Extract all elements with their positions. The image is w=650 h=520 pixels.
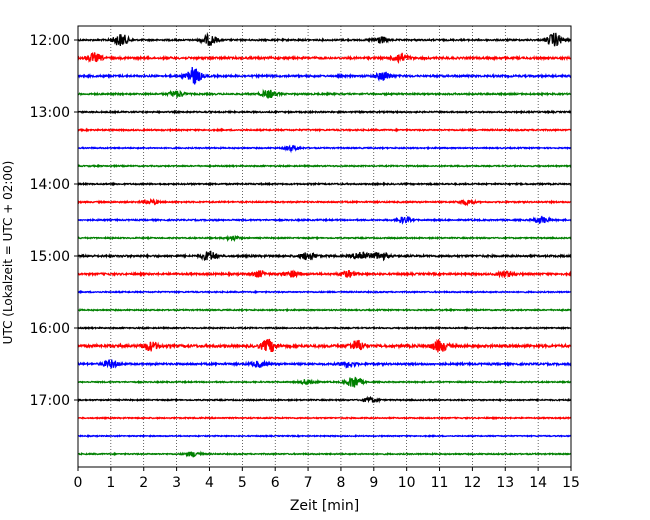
- trace-row-10: [77, 215, 572, 225]
- x-axis-title: Zeit [min]: [290, 498, 359, 514]
- x-tick-label: 3: [172, 475, 181, 491]
- x-tick-label: 8: [336, 475, 345, 491]
- trace-row-2: [77, 66, 572, 85]
- x-tick-label: 6: [271, 475, 280, 491]
- trace-row-13: [77, 269, 572, 279]
- x-axis-ticks: 0 1 2 3 4 5 6 7 8 9 10 11 12 13 14 15: [74, 467, 580, 491]
- trace-row-14: [77, 289, 572, 295]
- trace-row-22: [77, 434, 572, 438]
- x-tick-label: 0: [74, 475, 83, 491]
- y-tick-label: 12:00: [30, 33, 70, 49]
- trace-row-23: [77, 450, 572, 458]
- trace-row-17: [77, 338, 572, 353]
- x-tick-label: 5: [238, 475, 247, 491]
- y-tick-label: 13:00: [30, 105, 70, 121]
- x-tick-label: 15: [562, 475, 580, 491]
- plot-frame: [77, 25, 572, 468]
- x-tick-label: 4: [205, 475, 214, 491]
- y-tick-label: 15:00: [30, 249, 70, 265]
- seismogram-traces: [77, 31, 572, 458]
- trace-row-15: [77, 307, 572, 313]
- trace-row-6: [77, 144, 572, 154]
- x-tick-label: 2: [139, 475, 148, 491]
- y-tick-label: 17:00: [30, 393, 70, 409]
- y-tick-label: 14:00: [30, 177, 70, 193]
- trace-row-9: [77, 197, 572, 207]
- x-tick-label: 14: [529, 475, 547, 491]
- x-tick-label: 9: [369, 475, 378, 491]
- trace-row-3: [77, 88, 572, 99]
- trace-row-11: [77, 234, 572, 243]
- trace-row-20: [77, 395, 572, 404]
- x-tick-label: 11: [431, 475, 449, 491]
- x-tick-label: 10: [398, 475, 416, 491]
- y-tick-label: 16:00: [30, 321, 70, 337]
- trace-row-7: [77, 163, 572, 169]
- trace-row-21: [77, 415, 572, 421]
- x-tick-label: 7: [304, 475, 313, 491]
- x-tick-label: 12: [463, 475, 481, 491]
- y-axis-title: UTC (Lokalzeit = UTC + 02:00): [1, 161, 15, 345]
- trace-row-5: [77, 127, 572, 133]
- x-tick-label: 1: [106, 475, 115, 491]
- x-tick-label: 13: [496, 475, 514, 491]
- trace-row-16: [77, 325, 572, 331]
- trace-row-8: [77, 181, 572, 187]
- trace-row-0: [77, 31, 572, 47]
- trace-row-1: [77, 52, 572, 64]
- trace-row-4: [77, 109, 572, 115]
- y-axis-ticks: 12:00 13:00 14:00 15:00 16:00 17:00: [30, 33, 78, 409]
- trace-row-12: [77, 250, 572, 262]
- trace-row-19: [77, 376, 572, 388]
- trace-row-18: [77, 359, 572, 369]
